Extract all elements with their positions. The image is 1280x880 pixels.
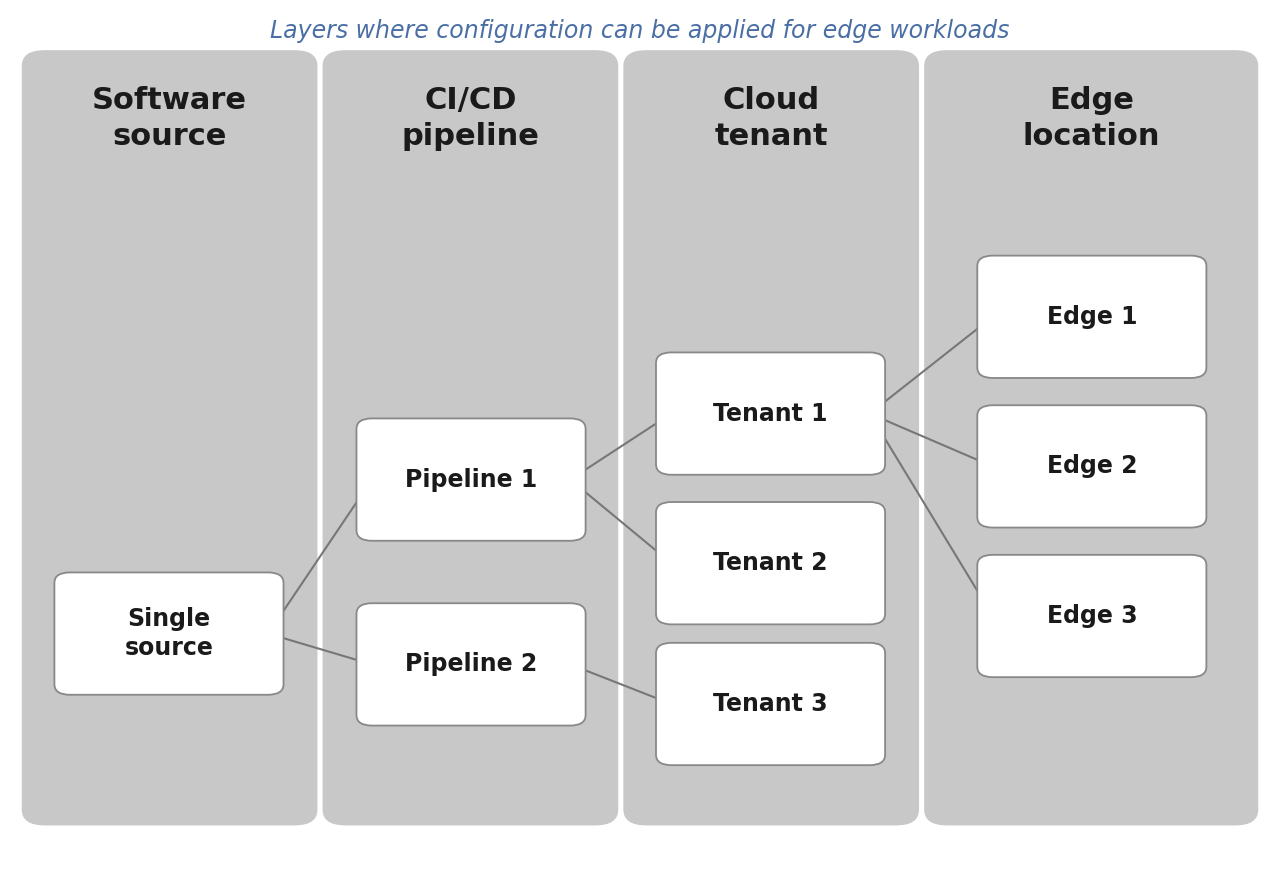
FancyBboxPatch shape: [323, 50, 618, 825]
FancyBboxPatch shape: [657, 642, 886, 765]
Text: Edge 3: Edge 3: [1047, 604, 1137, 628]
FancyBboxPatch shape: [356, 419, 585, 540]
Text: Pipeline 1: Pipeline 1: [404, 467, 538, 492]
Text: CI/CD
pipeline: CI/CD pipeline: [402, 86, 539, 151]
FancyBboxPatch shape: [356, 604, 585, 725]
FancyBboxPatch shape: [657, 502, 886, 625]
Text: Edge 2: Edge 2: [1047, 454, 1137, 479]
Text: Tenant 1: Tenant 1: [713, 401, 828, 426]
FancyBboxPatch shape: [657, 352, 886, 474]
FancyBboxPatch shape: [924, 50, 1258, 825]
Text: Layers where configuration can be applied for edge workloads: Layers where configuration can be applie…: [270, 18, 1010, 43]
Text: Cloud
tenant: Cloud tenant: [714, 86, 828, 151]
FancyBboxPatch shape: [978, 255, 1206, 378]
Text: Single
source: Single source: [124, 606, 214, 661]
Text: Pipeline 2: Pipeline 2: [404, 652, 538, 677]
Text: Edge
location: Edge location: [1023, 86, 1160, 151]
Text: Software
source: Software source: [92, 86, 247, 151]
FancyBboxPatch shape: [22, 50, 317, 825]
Text: Edge 1: Edge 1: [1047, 304, 1137, 329]
FancyBboxPatch shape: [978, 405, 1206, 528]
Text: Tenant 2: Tenant 2: [713, 551, 828, 576]
FancyBboxPatch shape: [623, 50, 919, 825]
FancyBboxPatch shape: [55, 572, 284, 695]
FancyBboxPatch shape: [978, 555, 1206, 678]
Text: Tenant 3: Tenant 3: [713, 692, 828, 716]
